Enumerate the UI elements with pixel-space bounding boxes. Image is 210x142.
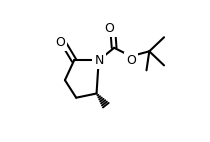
Text: O: O: [126, 54, 136, 67]
Text: O: O: [55, 36, 65, 49]
Text: O: O: [105, 22, 115, 35]
Text: N: N: [94, 54, 104, 67]
